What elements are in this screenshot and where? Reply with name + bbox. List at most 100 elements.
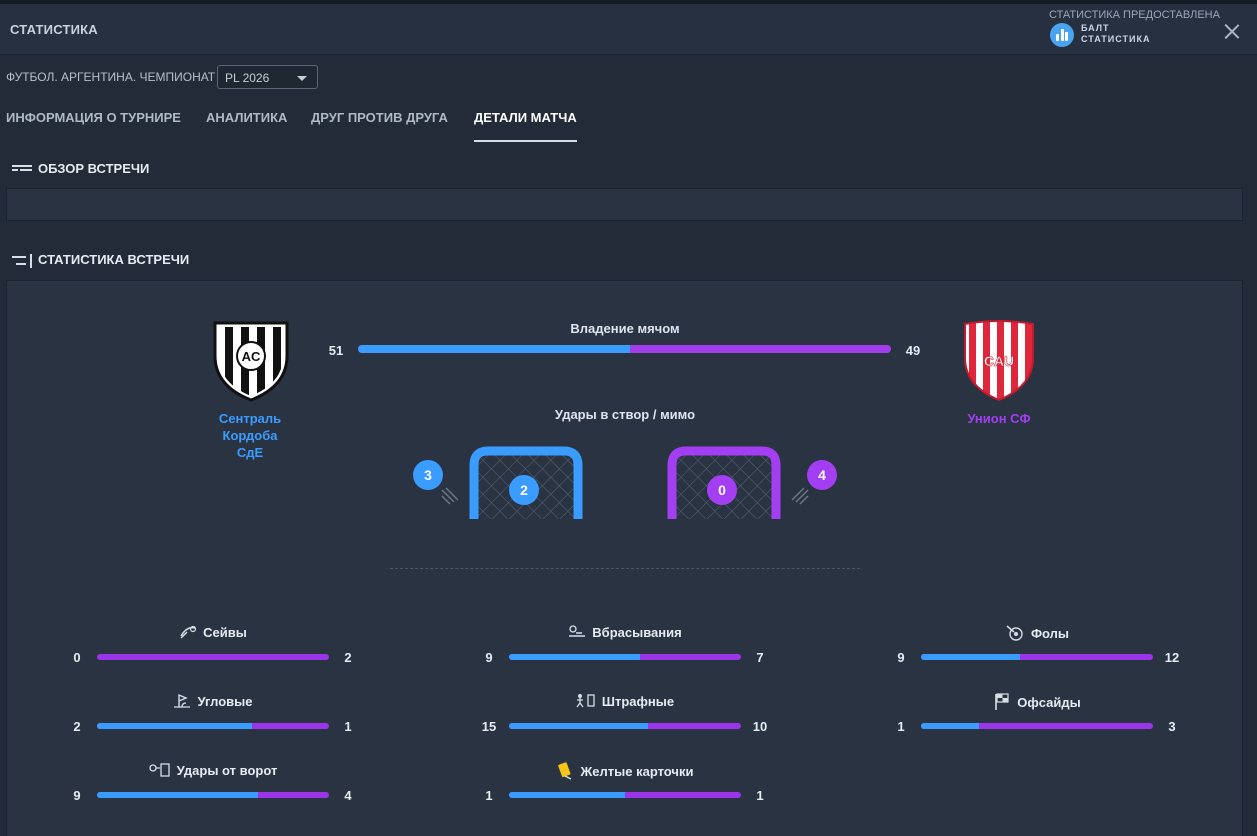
tab-head-to-head[interactable]: ДРУГ ПРОТИВ ДРУГА (311, 110, 448, 125)
stat-home-value: 9 (73, 788, 81, 803)
close-icon[interactable] (1222, 22, 1242, 42)
stat-away-value: 3 (1168, 719, 1176, 734)
home-team-name-line-1: Сентраль (218, 411, 282, 426)
stat-away-value: 12 (1164, 650, 1180, 665)
stat-away-value: 7 (756, 650, 764, 665)
stat-home-value: 9 (897, 650, 905, 665)
stat-home-value: 1 (897, 719, 905, 734)
stat-label-text: Удары от ворот (176, 762, 278, 778)
stat-away-value: 4 (344, 788, 352, 803)
home-shot-trail-icon (441, 487, 459, 505)
stats-lines-icon (12, 253, 32, 268)
stat-label-text: Вбрасывания (592, 624, 682, 640)
window-title: СТАТИСТИКА (10, 22, 98, 37)
stat-home-value: 2 (73, 719, 81, 734)
stat-home-value: 0 (73, 650, 81, 665)
stat-label-7: Желтые карточки (475, 762, 775, 783)
stat-bar (921, 723, 1153, 729)
tab-match-details[interactable]: ДЕТАЛИ МАТЧА (474, 110, 577, 142)
possession-away-value: 49 (905, 343, 921, 358)
stat-bar-home-fill (97, 723, 252, 729)
stat-bar-home-fill (921, 723, 979, 729)
stat-away-value: 1 (344, 719, 352, 734)
tab-bar: ИНФОРМАЦИЯ О ТУРНИРЕ АНАЛИТИКА ДРУГ ПРОТ… (0, 110, 800, 142)
stat-away-value: 2 (344, 650, 352, 665)
stat-away-value: 10 (752, 719, 768, 734)
chevron-down-icon (297, 76, 307, 81)
match-stats-panel (6, 280, 1243, 836)
window-header: СТАТИСТИКА СТАТИСТИКА ПРЕДОСТАВЛЕНА БАЛТ… (0, 4, 1257, 55)
goal-kick-icon (149, 762, 171, 781)
tab-tournament-info[interactable]: ИНФОРМАЦИЯ О ТУРНИРЕ (6, 110, 181, 125)
stats-heading-text: СТАТИСТИКА ВСТРЕЧИ (38, 252, 190, 267)
stat-bar (509, 723, 741, 729)
home-team-name-line-2: Кордоба (222, 428, 278, 443)
provider-logo-icon (1050, 23, 1074, 47)
possession-bar (358, 345, 891, 353)
yellow-card-icon (557, 762, 575, 783)
stat-bar-home-fill (509, 654, 640, 660)
stat-label-text: Штрафные (601, 693, 675, 709)
svg-text:CAU: CAU (984, 353, 1014, 369)
section-divider (390, 568, 860, 569)
away-shot-trail-icon (791, 487, 809, 505)
home-shots-off-target: 3 (413, 460, 443, 490)
stat-bar-home-fill (97, 792, 258, 798)
season-select[interactable]: PL 2026 (217, 65, 318, 89)
stat-label-1: Вбрасывания (475, 624, 775, 643)
stat-label-4: Штрафные (475, 693, 775, 712)
foul-icon (1005, 624, 1025, 645)
stat-label-text: Желтые карточки (580, 763, 694, 779)
stat-bar-home-fill (509, 792, 625, 798)
shots-label: Удары в створ / мимо (554, 407, 696, 422)
season-select-value: PL 2026 (225, 71, 270, 85)
stat-label-0: Сейвы (63, 624, 363, 643)
stat-home-value: 9 (485, 650, 493, 665)
tab-analytics[interactable]: АНАЛИТИКА (206, 110, 288, 125)
svg-text:AC: AC (242, 349, 261, 364)
stat-bar (509, 654, 741, 660)
stat-bar (97, 792, 329, 798)
home-team-crest-icon: AC (213, 321, 289, 402)
overview-panel (6, 188, 1243, 221)
stat-label-text: Сейвы (203, 624, 247, 640)
home-team-name-line-3: СдЕ (236, 445, 264, 460)
corner-icon (173, 693, 191, 712)
stat-bar (97, 654, 329, 660)
possession-home-value: 51 (328, 343, 344, 358)
away-shots-off-target: 4 (807, 460, 837, 490)
stat-bar-home-fill (921, 654, 1021, 660)
overview-heading-text: ОБЗОР ВСТРЕЧИ (38, 161, 150, 176)
home-shots-on-target: 2 (509, 475, 539, 505)
home-team-name: Сентраль Кордоба СдЕ (200, 410, 300, 461)
possession-home-fill (358, 345, 630, 353)
possession-label: Владение мячом (570, 321, 680, 336)
stat-home-value: 1 (485, 788, 493, 803)
provider-name: БАЛТ СТАТИСТИКА (1081, 23, 1151, 44)
stat-label-2: Фолы (887, 624, 1187, 645)
stat-label-text: Угловые (197, 693, 253, 709)
away-team-name: Унион СФ (967, 411, 1031, 426)
stat-bar-home-fill (509, 723, 649, 729)
possession-away-fill (629, 345, 891, 353)
championship-label: ФУТБОЛ. АРГЕНТИНА. ЧЕМПИОНАТ (6, 70, 216, 84)
stat-label-text: Фолы (1030, 625, 1070, 641)
top-strip (0, 0, 1257, 4)
stat-label-3: Угловые (63, 693, 363, 712)
provider-caption: СТАТИСТИКА ПРЕДОСТАВЛЕНА (1049, 9, 1220, 21)
stat-label-text: Офсайды (1017, 694, 1081, 710)
stats-heading: СТАТИСТИКА ВСТРЕЧИ (12, 252, 189, 268)
stat-label-5: Офсайды (887, 693, 1187, 714)
away-shots-on-target: 0 (707, 475, 737, 505)
save-icon (179, 624, 197, 643)
stat-home-value: 15 (481, 719, 497, 734)
away-team-crest-icon: CAU (964, 320, 1034, 402)
stat-away-value: 1 (756, 788, 764, 803)
stat-bar (97, 723, 329, 729)
stat-bar (509, 792, 741, 798)
offside-flag-icon (993, 693, 1011, 714)
stat-label-6: Удары от ворот (63, 762, 363, 781)
lines-icon (12, 164, 32, 171)
overview-heading: ОБЗОР ВСТРЕЧИ (12, 161, 149, 176)
throw-in-icon (568, 624, 586, 643)
